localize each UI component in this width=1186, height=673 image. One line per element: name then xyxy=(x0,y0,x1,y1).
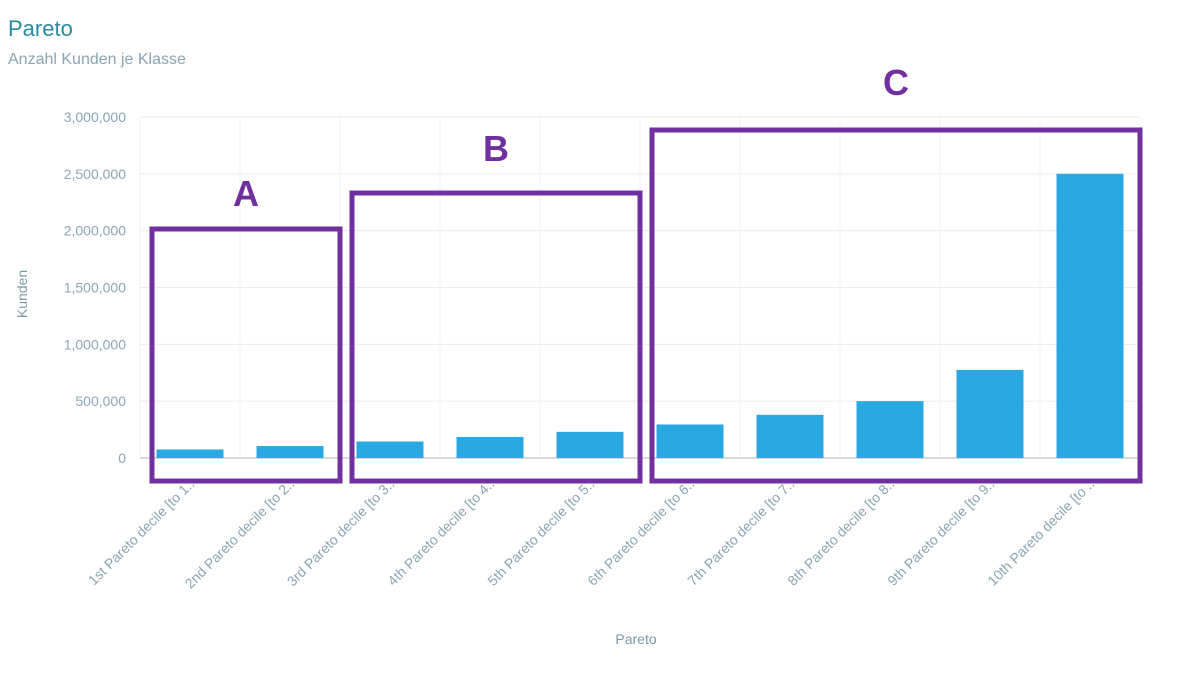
x-tick-label: 6th Pareto decile [to 6... xyxy=(584,473,700,589)
bar[interactable] xyxy=(656,424,724,458)
group-box xyxy=(349,190,643,484)
x-axis-ticks: 1st Pareto decile [to 1...2nd Pareto dec… xyxy=(85,473,1100,592)
x-tick-label: 4th Pareto decile [to 4... xyxy=(384,473,500,589)
group-label: C xyxy=(883,62,909,103)
group-annotations: A B C xyxy=(149,62,1143,484)
x-tick-label: 3rd Pareto decile [to 3... xyxy=(284,473,400,589)
y-tick-label: 1,000,000 xyxy=(64,336,126,352)
y-axis-ticks: 0 500,000 1,000,000 1,500,000 2,000,000 2,500… xyxy=(64,109,127,466)
x-tick-label: 5th Pareto decile [to 5... xyxy=(484,473,600,589)
group-box xyxy=(149,226,343,484)
bar[interactable] xyxy=(356,441,424,458)
y-tick-label: 0 xyxy=(118,450,126,466)
y-tick-label: 2,500,000 xyxy=(64,166,126,182)
bar[interactable] xyxy=(1056,173,1124,459)
y-axis-title: Kunden xyxy=(14,270,30,318)
bars xyxy=(156,173,1124,459)
x-tick-label: 8th Pareto decile [to 8... xyxy=(784,473,900,589)
x-tick-label: 1st Pareto decile [to 1... xyxy=(85,473,200,588)
group-label: B xyxy=(483,128,509,169)
chart-title: Pareto xyxy=(8,16,73,41)
y-tick-label: 3,000,000 xyxy=(64,109,126,125)
bar[interactable] xyxy=(756,414,824,458)
bar[interactable] xyxy=(556,431,624,458)
bar[interactable] xyxy=(156,449,224,458)
y-tick-label: 1,500,000 xyxy=(64,280,126,296)
x-tick-label: 9th Pareto decile [to 9... xyxy=(884,473,1000,589)
y-tick-label: 2,000,000 xyxy=(64,223,126,239)
group-label: A xyxy=(233,173,259,214)
bar[interactable] xyxy=(256,446,324,458)
bar[interactable] xyxy=(856,401,924,458)
x-tick-label: 10th Pareto decile [to ... xyxy=(984,473,1100,589)
x-axis-title: Pareto xyxy=(615,631,656,647)
x-tick-label: 7th Pareto decile [to 7... xyxy=(684,473,800,589)
bar[interactable] xyxy=(956,369,1024,458)
chart-subtitle: Anzahl Kunden je Klasse xyxy=(8,51,186,68)
bar[interactable] xyxy=(456,436,524,458)
group-box xyxy=(649,127,1143,484)
x-tick-label: 2nd Pareto decile [to 2... xyxy=(181,473,300,592)
y-tick-label: 500,000 xyxy=(75,393,126,409)
